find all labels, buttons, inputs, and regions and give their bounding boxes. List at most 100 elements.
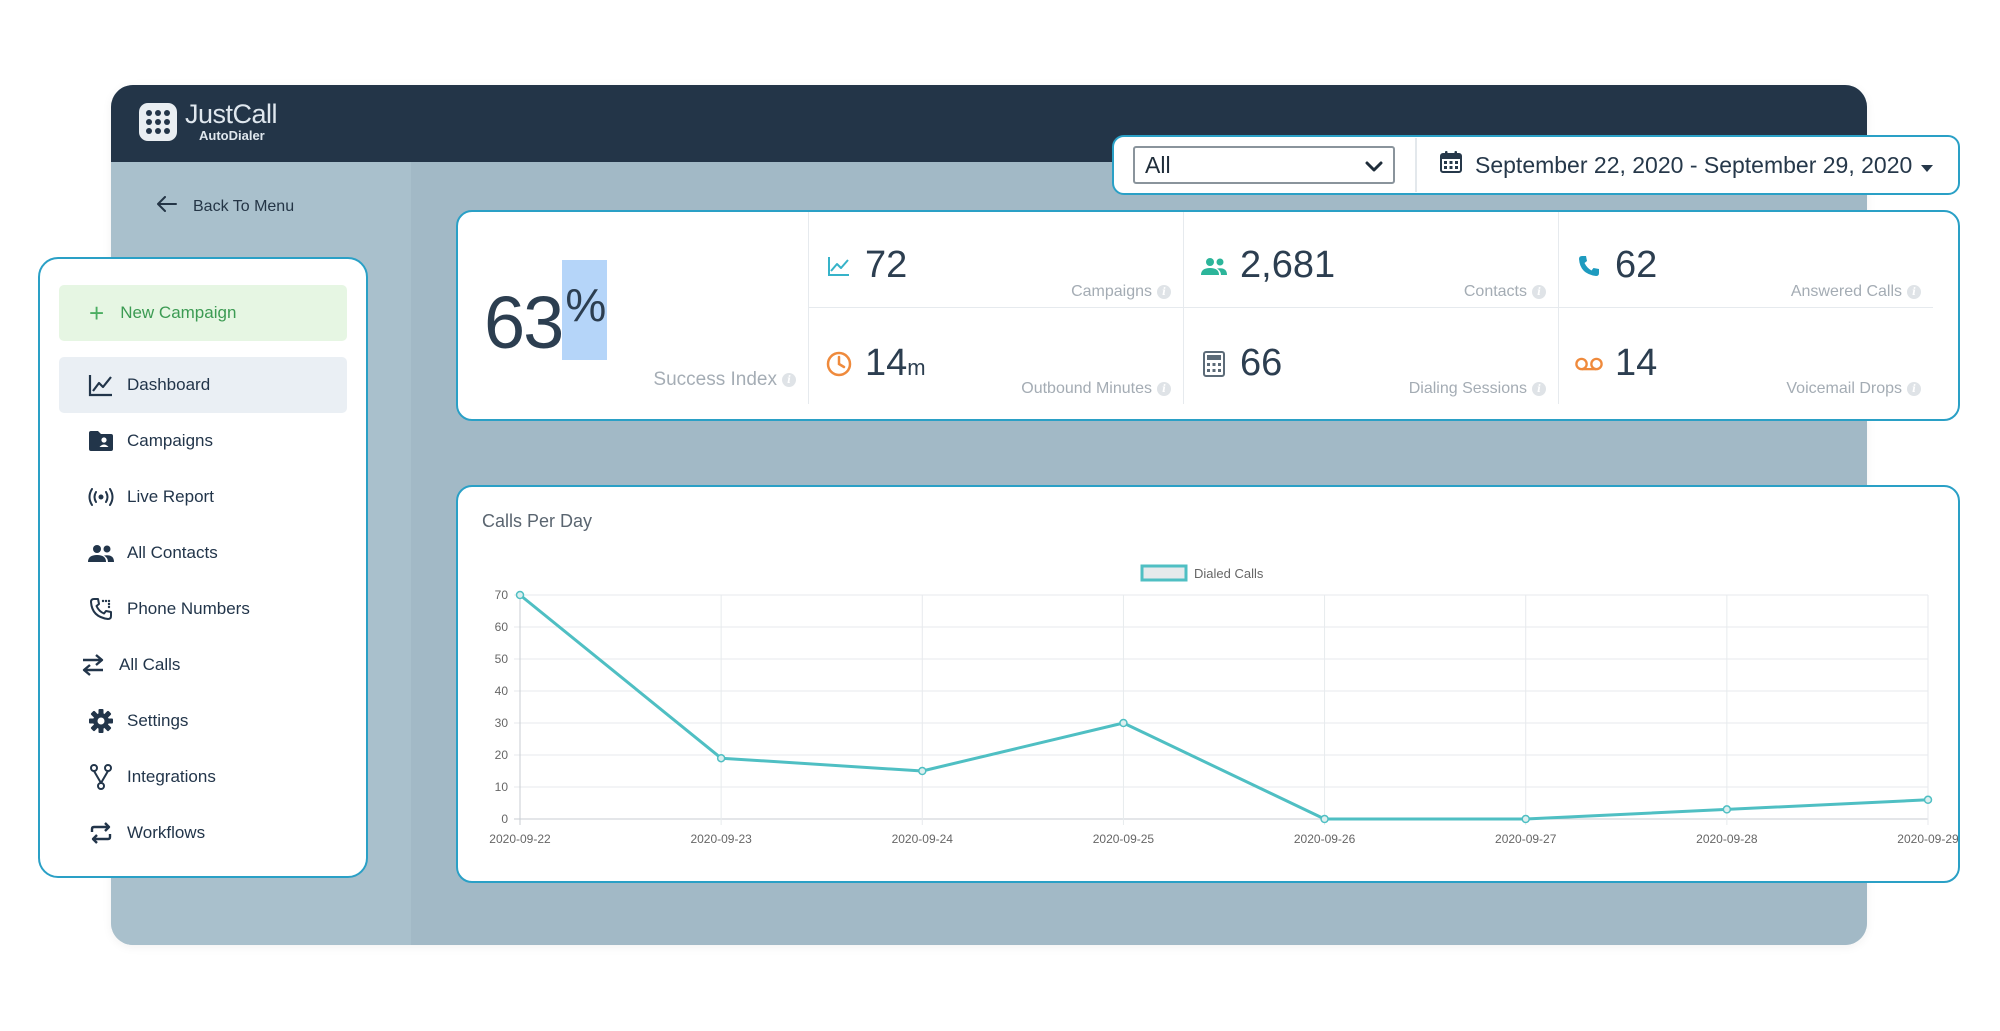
- x-tick-label: 2020-09-23: [690, 832, 752, 846]
- series-line-dialed-calls: [519, 593, 1929, 821]
- plus-icon: +: [89, 298, 105, 328]
- info-icon[interactable]: i: [1532, 382, 1546, 396]
- sidebar-item-settings[interactable]: Settings: [59, 693, 347, 749]
- line-chart-icon: [87, 372, 115, 398]
- info-icon[interactable]: i: [1157, 285, 1171, 299]
- divider: [1415, 138, 1417, 192]
- success-index: 63% Success Index i: [458, 212, 808, 419]
- x-tick-label: 2020-09-25: [1093, 832, 1155, 846]
- calendar-icon: [1439, 150, 1463, 180]
- info-icon[interactable]: i: [782, 373, 796, 387]
- stat-label-text: Voicemail Drops: [1786, 380, 1902, 397]
- calls-per-day-chart: 0 10 20 30 40 50 60 70 2020-09-22 2020-09-23 2020-…: [489, 564, 1958, 846]
- new-campaign-button[interactable]: + New Campaign: [59, 285, 347, 341]
- gear-icon: [87, 708, 115, 734]
- success-index-label: Success Index i: [653, 369, 796, 391]
- sidebar-item-label: Phone Numbers: [127, 599, 250, 618]
- stat-label: Campaigns i: [1071, 283, 1171, 301]
- success-index-number: 63: [484, 281, 564, 364]
- x-tick-label: 2020-09-22: [489, 832, 551, 846]
- caret-down-icon: [1920, 152, 1934, 179]
- data-point: [918, 766, 927, 776]
- sidebar-item-dashboard[interactable]: Dashboard: [59, 357, 347, 413]
- stat-value: 14m: [865, 344, 926, 382]
- users-icon: [1200, 252, 1228, 280]
- y-tick-label: 10: [495, 780, 509, 794]
- stat-number: 72: [865, 244, 908, 286]
- sidebar-item-integrations[interactable]: Integrations: [59, 749, 347, 805]
- sidebar-item-label: Integrations: [127, 767, 216, 786]
- data-point: [1923, 795, 1933, 805]
- back-to-menu-label: Back To Menu: [193, 197, 295, 215]
- dialpad-icon: [139, 102, 177, 141]
- chevron-down-icon: [1365, 152, 1383, 179]
- logo-name: JustCall: [185, 99, 278, 129]
- info-icon[interactable]: i: [1157, 382, 1171, 396]
- data-point: [1521, 814, 1530, 824]
- clock-icon: [825, 350, 853, 378]
- stat-label-text: Campaigns: [1071, 283, 1152, 300]
- y-tick-label: 40: [495, 684, 509, 698]
- y-tick-label: 70: [495, 588, 509, 602]
- stat-label: Voicemail Drops i: [1786, 380, 1921, 398]
- data-point: [1119, 718, 1128, 728]
- stat-label-text: Contacts: [1463, 283, 1527, 300]
- sidebar: + New Campaign Dashboard Campaigns Live …: [38, 257, 368, 878]
- stat-value: 72: [865, 246, 907, 284]
- stat-outbound-minutes: 14m Outbound Minutes i: [808, 308, 1183, 404]
- sidebar-item-label: Campaigns: [127, 431, 213, 450]
- back-to-menu-link[interactable]: Back To Menu: [157, 196, 294, 217]
- legend-label: Dialed Calls: [1194, 566, 1264, 581]
- logo-subtitle: AutoDialer: [199, 128, 265, 143]
- logo[interactable]: JustCall AutoDialer: [139, 99, 278, 143]
- stat-value: 2,681: [1240, 246, 1335, 284]
- stat-dialing-sessions: 66 Dialing Sessions i: [1183, 308, 1558, 404]
- stat-label-text: Answered Calls: [1790, 283, 1902, 300]
- info-icon[interactable]: i: [1907, 285, 1921, 299]
- date-range-picker[interactable]: September 22, 2020 - September 29, 2020: [1439, 150, 1934, 180]
- folder-user-icon: [87, 428, 115, 454]
- stat-number: 62: [1615, 244, 1658, 286]
- new-campaign-label: New Campaign: [120, 303, 237, 322]
- stat-label: Outbound Minutes i: [1021, 380, 1171, 398]
- arrow-left-icon: [157, 196, 177, 217]
- data-point: [1320, 814, 1329, 824]
- fork-icon: [87, 764, 115, 790]
- info-icon[interactable]: i: [1907, 382, 1921, 396]
- stat-answered-calls: 62 Answered Calls i: [1558, 212, 1933, 308]
- calculator-icon: [1200, 350, 1228, 378]
- legend-swatch: [1140, 564, 1188, 582]
- x-tick-label: 2020-09-26: [1294, 832, 1356, 846]
- stat-campaigns: 72 Campaigns i: [808, 212, 1183, 308]
- stat-label: Dialing Sessions i: [1409, 380, 1546, 398]
- info-icon[interactable]: i: [1532, 285, 1546, 299]
- y-tick-label: 60: [495, 620, 509, 634]
- sidebar-item-workflows[interactable]: Workflows: [59, 805, 347, 861]
- stat-voicemail-drops: 14 Voicemail Drops i: [1558, 308, 1933, 404]
- stat-number: 14: [1615, 342, 1658, 384]
- sidebar-item-phone-numbers[interactable]: Phone Numbers: [59, 581, 347, 637]
- stat-value: 62: [1615, 246, 1657, 284]
- campaign-select-value: All: [1145, 151, 1171, 178]
- stat-number: 66: [1240, 342, 1283, 384]
- y-tick-label: 30: [495, 716, 509, 730]
- success-index-value: 63%: [484, 260, 608, 360]
- stat-number: 14: [865, 342, 908, 384]
- x-tick-label: 2020-09-29: [1897, 832, 1958, 846]
- filter-bar: All September 22, 2020 - September 29, 2…: [1112, 135, 1960, 195]
- date-range-label: September 22, 2020 - September 29, 2020: [1475, 151, 1913, 178]
- sidebar-item-all-contacts[interactable]: All Contacts: [59, 525, 347, 581]
- sidebar-item-live-report[interactable]: Live Report: [59, 469, 347, 525]
- stat-value: 66: [1240, 344, 1282, 382]
- sidebar-item-all-calls[interactable]: All Calls: [59, 637, 347, 693]
- phone-icon: [87, 596, 115, 622]
- stat-label: Answered Calls i: [1791, 283, 1921, 301]
- stats-card: 63% Success Index i 72 Campaigns i 2,681 …: [456, 210, 1960, 421]
- stat-label: Contacts i: [1464, 283, 1546, 301]
- sidebar-item-campaigns[interactable]: Campaigns: [59, 413, 347, 469]
- stat-label-text: Dialing Sessions: [1408, 380, 1527, 397]
- broadcast-icon: [87, 484, 115, 510]
- users-icon: [87, 540, 115, 566]
- line-chart-icon: [825, 252, 853, 280]
- campaign-select[interactable]: All: [1133, 146, 1395, 184]
